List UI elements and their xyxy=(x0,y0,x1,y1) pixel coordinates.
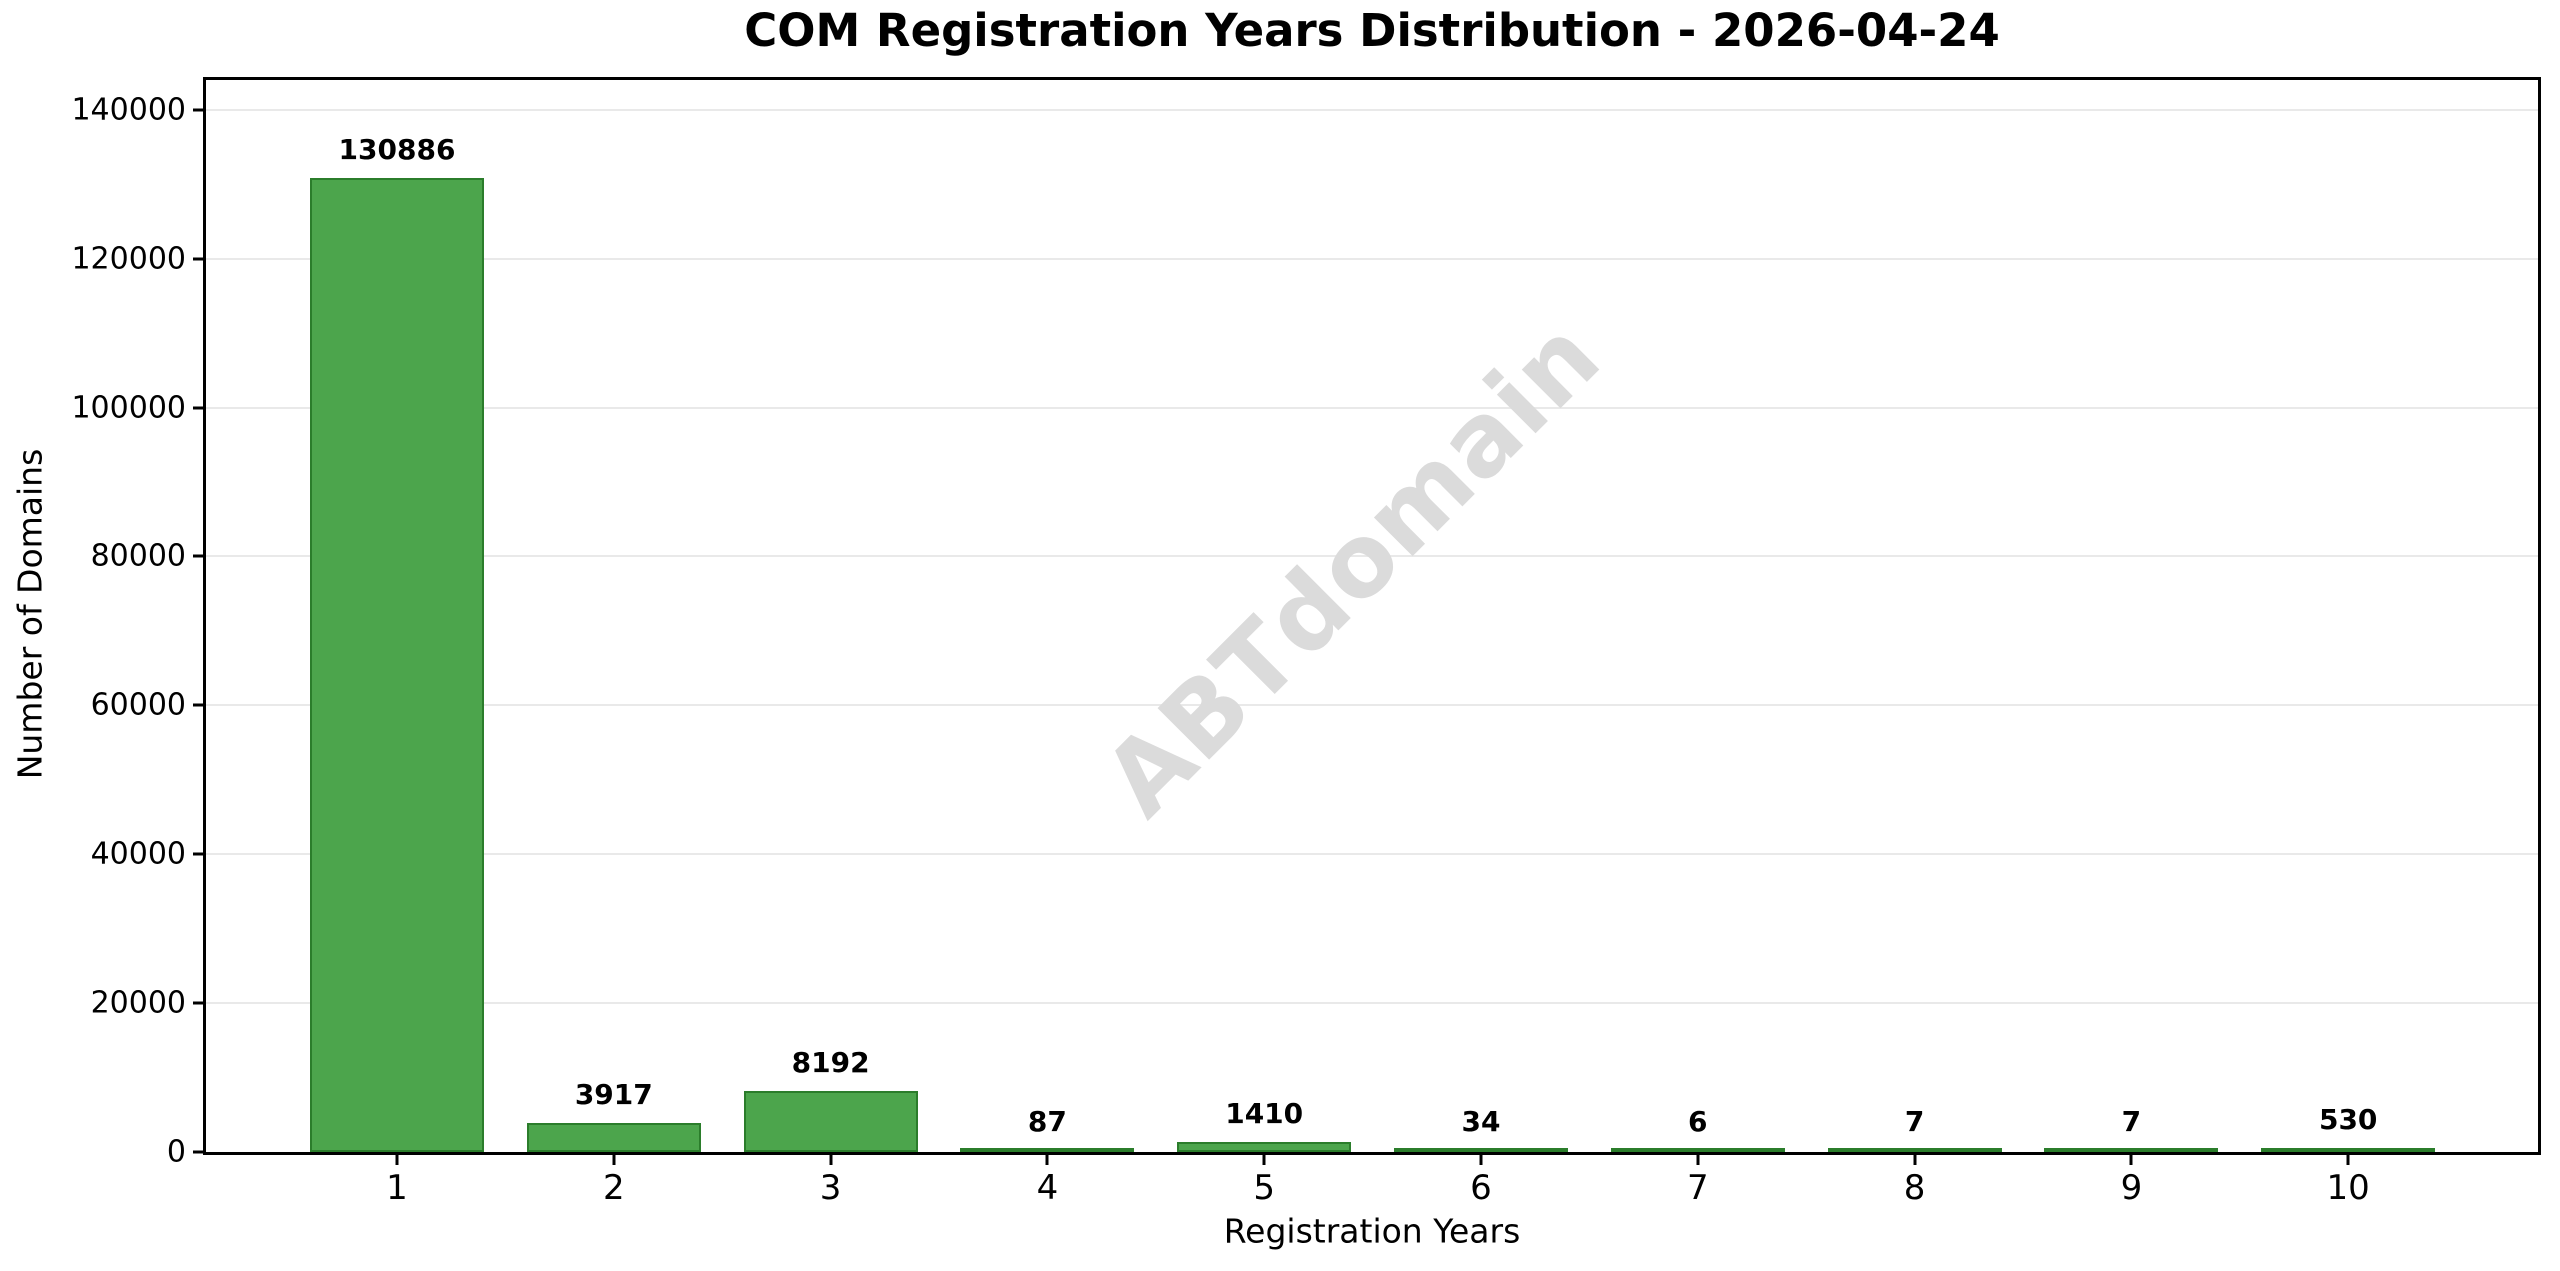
y-tick-label: 140000 xyxy=(71,92,186,128)
y-tick-mark xyxy=(193,554,203,558)
bar-value-label: 3917 xyxy=(574,1077,653,1111)
y-tick-mark xyxy=(193,1001,203,1005)
bar-year-6 xyxy=(1394,1148,1568,1152)
y-tick-label: 60000 xyxy=(90,687,186,723)
bar-year-5 xyxy=(1177,1141,1352,1152)
x-tick-label: 2 xyxy=(602,1168,625,1208)
y-tick-label: 40000 xyxy=(90,836,186,872)
x-tick-label: 10 xyxy=(2326,1168,2370,1208)
x-tick-label: 4 xyxy=(1036,1168,1059,1208)
bar-year-4 xyxy=(960,1148,1135,1152)
gridline xyxy=(206,704,2538,707)
bar-value-label: 34 xyxy=(1461,1104,1501,1138)
x-tick-mark xyxy=(1045,1155,1049,1165)
gridlines-layer xyxy=(206,80,2538,1152)
x-tick-mark xyxy=(2129,1155,2133,1165)
y-tick-label: 20000 xyxy=(90,985,186,1021)
x-tick-label: 3 xyxy=(819,1168,842,1208)
gridline xyxy=(206,853,2538,856)
bar-value-label: 8192 xyxy=(791,1046,870,1080)
bar-value-label: 530 xyxy=(2318,1103,2378,1137)
gridline xyxy=(206,406,2538,409)
x-tick-mark xyxy=(395,1155,399,1165)
y-tick-mark xyxy=(193,852,203,856)
x-tick-mark xyxy=(1913,1155,1917,1165)
bar-year-9 xyxy=(2044,1148,2219,1152)
y-tick-mark xyxy=(193,1150,203,1154)
bar-value-label: 130886 xyxy=(338,132,456,166)
bar-value-label: 7 xyxy=(2121,1104,2142,1138)
x-tick-mark xyxy=(1262,1155,1266,1165)
bar-value-label: 1410 xyxy=(1225,1096,1304,1130)
bar-value-label: 6 xyxy=(1688,1104,1708,1138)
gridline xyxy=(206,108,2538,111)
x-tick-mark xyxy=(829,1155,833,1165)
bar-value-label: 87 xyxy=(1027,1104,1067,1138)
bar-year-2 xyxy=(526,1122,701,1152)
bar-year-8 xyxy=(1827,1148,2002,1152)
y-tick-label: 100000 xyxy=(71,390,186,426)
x-tick-mark xyxy=(2346,1155,2350,1165)
y-tick-label: 0 xyxy=(166,1134,186,1170)
y-tick-mark xyxy=(193,406,203,410)
x-tick-label: 7 xyxy=(1686,1168,1709,1208)
x-tick-mark xyxy=(612,1155,616,1165)
x-tick-mark xyxy=(1479,1155,1483,1165)
gridline xyxy=(206,555,2538,558)
gridline xyxy=(206,1002,2538,1005)
gridline xyxy=(206,257,2538,260)
bar-year-10 xyxy=(2261,1148,2436,1152)
y-tick-mark xyxy=(193,257,203,261)
x-tick-label: 1 xyxy=(386,1168,408,1208)
bar-value-label: 7 xyxy=(1904,1104,1925,1138)
y-tick-mark xyxy=(193,108,203,112)
y-axis-title: Number of Domains xyxy=(10,448,50,780)
bar-labels-layer: 130886 3917 8192 87 1410 34 6 7 7 530 xyxy=(206,80,2538,1152)
x-tick-label: 9 xyxy=(2120,1168,2143,1208)
x-tick-label: 6 xyxy=(1470,1168,1492,1208)
x-axis-title: Registration Years xyxy=(1223,1211,1521,1251)
plot-area: ABTdomain 130886 3917 8192 87 1410 34 6 7 7 530 xyxy=(203,77,2541,1155)
x-tick-label: 8 xyxy=(1903,1168,1926,1208)
bar-year-3 xyxy=(743,1091,918,1152)
bar-year-1 xyxy=(310,177,484,1152)
x-tick-mark xyxy=(1696,1155,1700,1165)
y-tick-label: 120000 xyxy=(71,241,186,277)
x-tick-label: 5 xyxy=(1253,1168,1276,1208)
bars-layer xyxy=(206,80,2538,1152)
bar-year-7 xyxy=(1610,1148,1785,1152)
y-tick-mark xyxy=(193,703,203,707)
y-tick-label: 80000 xyxy=(90,538,186,574)
chart-title: COM Registration Years Distribution - 20… xyxy=(744,4,2000,57)
